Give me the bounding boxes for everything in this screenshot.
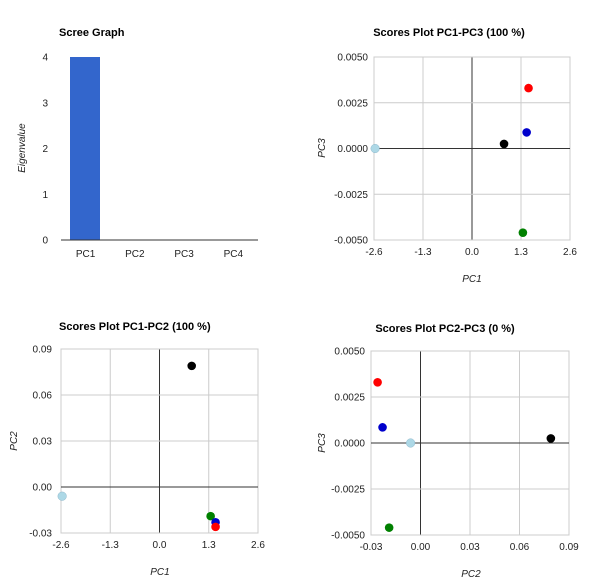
scree-y-tick-label: 0 <box>42 236 48 247</box>
y-tick-label: 0.06 <box>33 391 53 402</box>
scores-pc1-pc2-plot-area: -2.6 -1.3 0.0 1.3 2.6 -0.03 0.00 0.03 0.06 0.09 <box>29 345 265 552</box>
y-tick-label: -0.0025 <box>331 485 365 496</box>
scores-pc1-pc2-x-axis-label: PC1 <box>150 567 169 578</box>
scree-x-tick-label: PC1 <box>76 249 96 260</box>
scatter-point <box>57 491 67 501</box>
scores-pc1-pc3-plot-area: -2.6 -1.3 0.0 1.3 2.6 -0.0050 -0.0025 0.0000 0.0… <box>334 53 577 259</box>
scatter-point <box>211 522 220 532</box>
scatter-point <box>499 139 509 149</box>
scree-bar-pc1 <box>70 57 100 240</box>
x-tick-label: 0.06 <box>510 542 530 553</box>
x-tick-label: 0.09 <box>559 542 579 553</box>
scatter-point <box>206 511 215 521</box>
x-tick-label: -0.03 <box>360 542 383 553</box>
scores-pc1-pc2-y-axis-label: PC2 <box>9 431 20 451</box>
x-tick-label: 0.00 <box>411 542 431 553</box>
scree-x-ticks: PC1 PC2 PC3 PC4 <box>76 249 244 260</box>
x-tick-label: 1.3 <box>514 247 528 258</box>
x-tick-label: 2.6 <box>251 540 265 551</box>
scatter-point <box>406 438 416 448</box>
scree-y-tick-label: 3 <box>42 98 48 109</box>
x-tick-label: -2.6 <box>52 540 70 551</box>
scores-pc2-pc3-x-axis-label: PC2 <box>461 569 481 580</box>
scores-pc1-pc3-title: Scores Plot PC1-PC3 (100 %) <box>373 27 525 39</box>
y-tick-label: 0.00 <box>33 483 53 494</box>
scree-graph-title: Scree Graph <box>59 27 125 39</box>
scree-y-tick-label: 2 <box>42 144 48 155</box>
scatter-point <box>378 423 387 432</box>
scree-x-tick-label: PC3 <box>174 249 194 260</box>
y-tick-label: 0.03 <box>33 437 53 448</box>
x-tick-label: -1.3 <box>102 540 120 551</box>
scores-pc2-pc3-title: Scores Plot PC2-PC3 (0 %) <box>375 323 515 335</box>
scatter-point <box>524 83 533 93</box>
y-tick-label: 0.0050 <box>334 347 365 358</box>
scores-pc2-pc3-plot-area: -0.03 0.00 0.03 0.06 0.09 -0.0050 -0.0025 0.000… <box>331 347 579 554</box>
scree-y-axis-label: Eigenvalue <box>17 123 28 173</box>
x-tick-label: 0.0 <box>153 540 167 551</box>
y-tick-label: 0.09 <box>33 345 53 356</box>
scatter-point <box>522 128 531 137</box>
y-tick-label: -0.0050 <box>334 236 368 247</box>
y-tick-label: -0.0025 <box>334 190 368 201</box>
scores-pc1-pc3-x-axis-label: PC1 <box>462 274 481 285</box>
scree-y-tick-label: 1 <box>42 190 48 201</box>
scree-y-ticks: 0 1 2 3 4 <box>42 53 48 247</box>
x-tick-label: 0.03 <box>460 542 480 553</box>
scores-pc1-pc3-y-axis-label: PC3 <box>317 138 328 158</box>
scores-pc1-pc2-title: Scores Plot PC1-PC2 (100 %) <box>59 321 211 333</box>
y-tick-label: -0.0050 <box>331 531 365 542</box>
scatter-point <box>518 228 528 237</box>
scatter-point <box>384 523 394 532</box>
scatter-point <box>370 143 380 154</box>
scores-pc2-pc3-y-axis-label: PC3 <box>317 433 328 453</box>
scatter-point <box>546 434 556 443</box>
y-tick-label: 0.0025 <box>334 393 365 404</box>
scree-x-tick-label: PC2 <box>125 249 145 260</box>
scree-bars <box>70 57 100 240</box>
x-tick-label: -2.6 <box>365 247 383 258</box>
y-tick-label: 0.0000 <box>337 144 368 155</box>
y-tick-label: 0.0000 <box>334 439 365 450</box>
y-tick-label: 0.0050 <box>337 53 368 64</box>
scatter-point <box>373 377 382 387</box>
scores-plot-pc1-pc3-panel: Scores Plot PC1-PC3 (100 %) -2.6 -1.3 0.0 1… <box>317 27 577 285</box>
y-tick-label: 0.0025 <box>337 98 368 109</box>
scatter-point <box>187 361 197 371</box>
x-tick-label: 1.3 <box>202 540 216 551</box>
x-tick-label: 0.0 <box>465 247 479 258</box>
scree-y-tick-label: 4 <box>42 53 48 64</box>
scores-plot-pc1-pc2-panel: Scores Plot PC1-PC2 (100 %) -2.6 -1.3 0.0 1… <box>9 321 265 578</box>
x-tick-label: -1.3 <box>414 247 432 258</box>
y-tick-label: -0.03 <box>29 529 52 540</box>
scores-plot-pc2-pc3-panel: Scores Plot PC2-PC3 (0 %) -0.03 0.00 0.03 0… <box>317 323 579 580</box>
x-tick-label: 2.6 <box>563 247 577 258</box>
scree-x-tick-label: PC4 <box>224 249 244 260</box>
